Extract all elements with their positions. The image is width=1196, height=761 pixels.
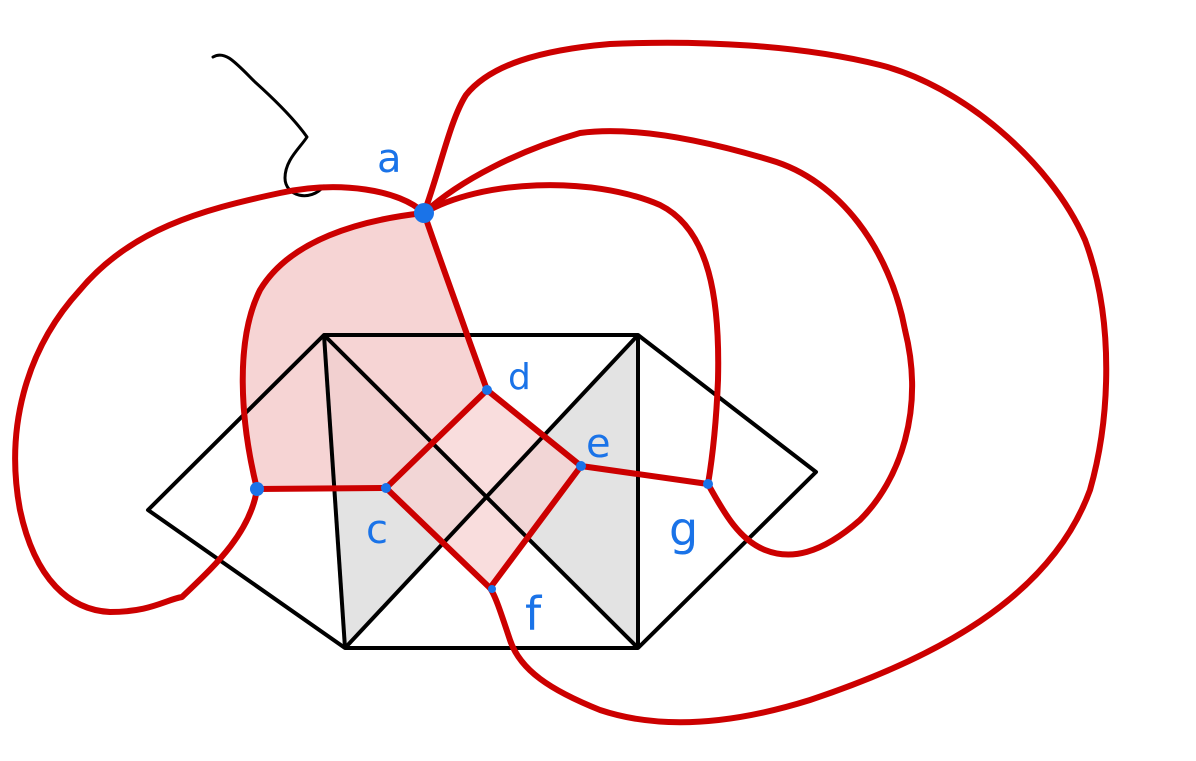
- vertex-label-f: f: [525, 587, 543, 641]
- edge-a-left-inner: [239, 210, 427, 492]
- vertex-dot-e: [576, 461, 586, 471]
- outline-left-vertical: [322, 334, 347, 649]
- vertex-dot-a: [414, 203, 434, 223]
- edge-e-g: [578, 463, 711, 487]
- vertex-dot-c: [381, 483, 391, 493]
- edge-a-g-inner: [421, 182, 722, 487]
- vertex-label-a: a: [377, 136, 402, 182]
- edge-e-f: [487, 463, 584, 591]
- pink-face-region: [242, 213, 487, 489]
- vertex-label-g: g: [669, 502, 698, 556]
- black-hook-stroke: [211, 53, 326, 198]
- red-edges: [12, 39, 1110, 726]
- edge-d-e: [484, 387, 584, 469]
- edge-c-f: [383, 485, 493, 591]
- vertex-dot-d: [482, 385, 492, 395]
- outline-diagonal-up: [343, 333, 640, 650]
- vertex-label-e: e: [586, 421, 611, 467]
- black-outline-net: [146, 333, 818, 650]
- vertex-label-d: d: [508, 357, 531, 398]
- vertex-labels: a d e c g f: [366, 136, 698, 641]
- edge-a-f-outer: [421, 39, 1110, 726]
- edge-d-c: [383, 387, 490, 491]
- outline-diagonal-down: [322, 333, 640, 650]
- pink-inner-square: [386, 390, 581, 588]
- vertex-dot-f: [488, 585, 496, 593]
- vertex-dot-left: [250, 482, 264, 496]
- vertex-dot-g: [703, 479, 713, 489]
- edge-a-d: [421, 210, 490, 393]
- edge-a-left-outer-loop: [12, 184, 427, 615]
- edge-a-g-middle: [421, 128, 915, 558]
- edge-left-c: [254, 485, 389, 492]
- vertex-label-c: c: [366, 507, 388, 553]
- vertices: [250, 203, 713, 593]
